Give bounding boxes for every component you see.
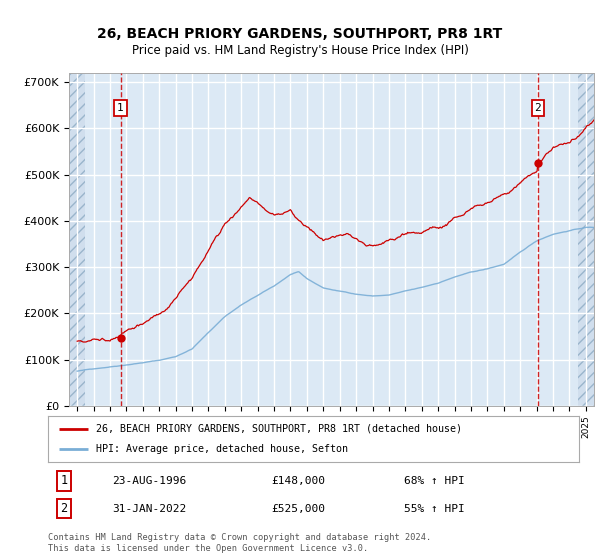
- Bar: [69, 73, 85, 406]
- Text: 68% ↑ HPI: 68% ↑ HPI: [404, 476, 464, 486]
- Text: HPI: Average price, detached house, Sefton: HPI: Average price, detached house, Seft…: [96, 444, 348, 454]
- Text: 55% ↑ HPI: 55% ↑ HPI: [404, 503, 464, 514]
- Text: Contains HM Land Registry data © Crown copyright and database right 2024.
This d: Contains HM Land Registry data © Crown c…: [48, 533, 431, 553]
- Text: 1: 1: [61, 474, 67, 487]
- Text: £148,000: £148,000: [271, 476, 325, 486]
- Text: 31-JAN-2022: 31-JAN-2022: [112, 503, 186, 514]
- Text: Price paid vs. HM Land Registry's House Price Index (HPI): Price paid vs. HM Land Registry's House …: [131, 44, 469, 57]
- Text: £525,000: £525,000: [271, 503, 325, 514]
- Bar: [578, 73, 594, 406]
- Text: 26, BEACH PRIORY GARDENS, SOUTHPORT, PR8 1RT: 26, BEACH PRIORY GARDENS, SOUTHPORT, PR8…: [97, 27, 503, 41]
- Text: 23-AUG-1996: 23-AUG-1996: [112, 476, 186, 486]
- Text: 2: 2: [535, 103, 541, 113]
- Text: 2: 2: [61, 502, 67, 515]
- Bar: [578, 73, 594, 406]
- Text: 26, BEACH PRIORY GARDENS, SOUTHPORT, PR8 1RT (detached house): 26, BEACH PRIORY GARDENS, SOUTHPORT, PR8…: [96, 424, 462, 434]
- Bar: [69, 73, 85, 406]
- Text: 1: 1: [117, 103, 124, 113]
